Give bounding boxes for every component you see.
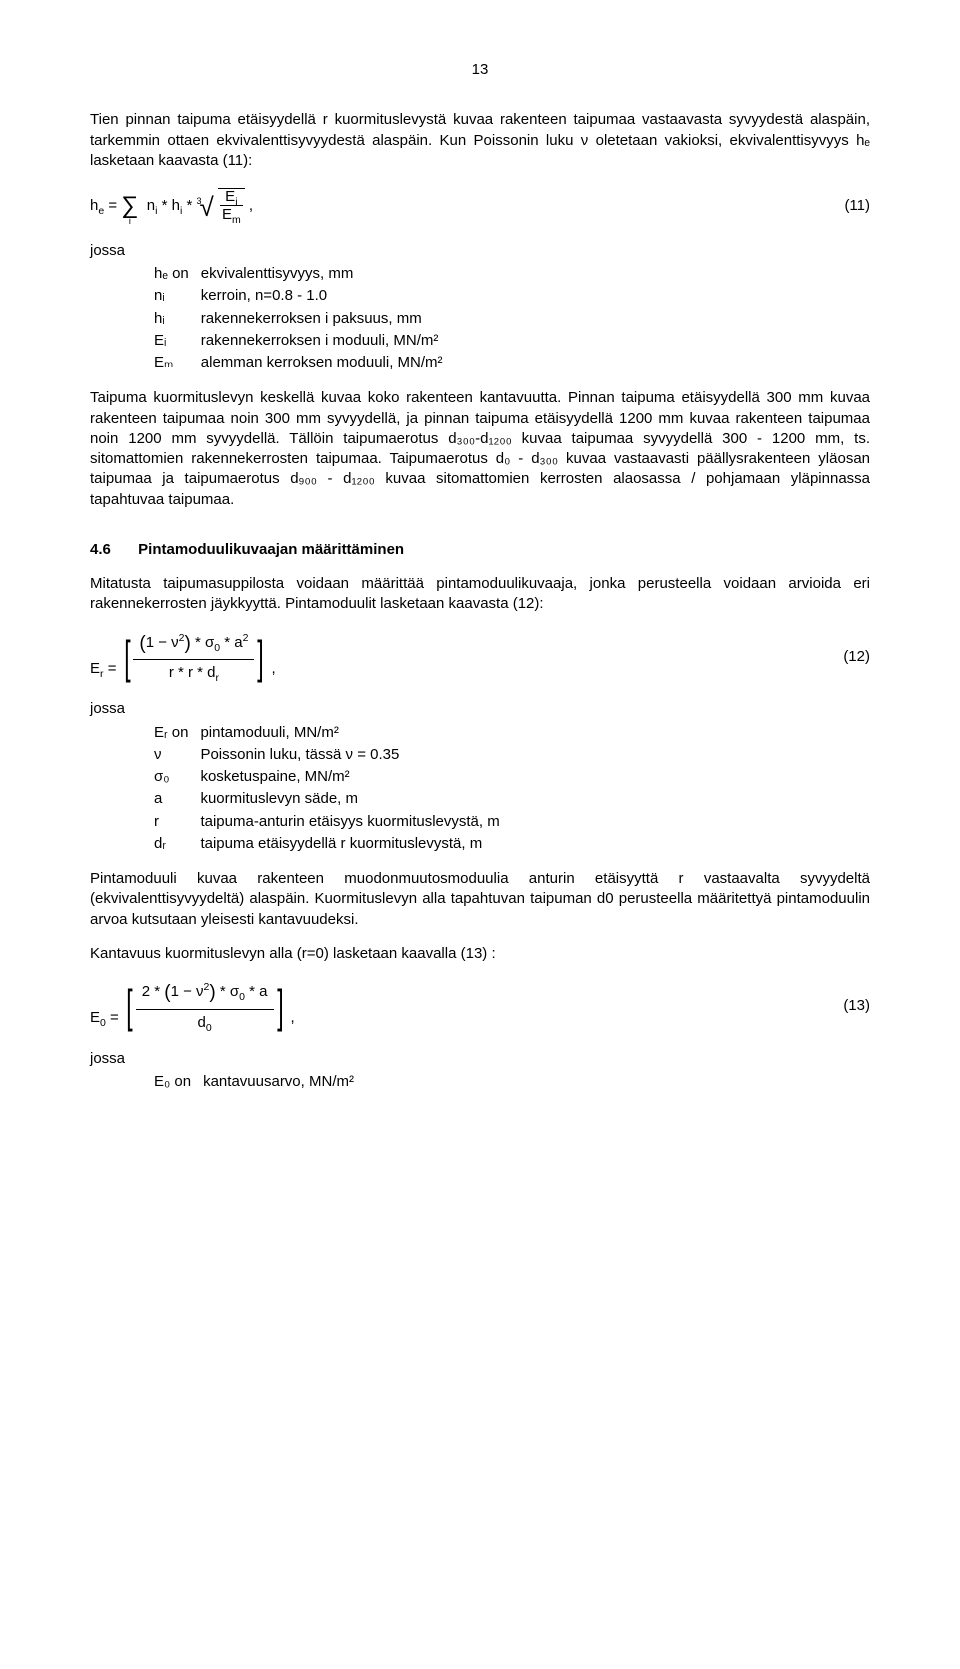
sigma-icon: ∑ i <box>121 187 138 225</box>
def-row: Eᵣ onpintamoduuli, MN/m² <box>150 722 504 744</box>
eq11-star2: * <box>186 197 196 214</box>
pinta-paragraph: Pintamoduuli kuvaa rakenteen muodonmuuto… <box>90 869 870 930</box>
eq11-h: h <box>172 197 180 214</box>
def-row: akuormituslevyn säde, m <box>150 788 504 810</box>
defs-lead: jossa <box>90 699 870 719</box>
def-row: Eₘalemman kerroksen moduuli, MN/m² <box>150 352 447 374</box>
taipuma-paragraph: Taipuma kuormituslevyn keskellä kuvaa ko… <box>90 388 870 510</box>
eq12-number: (12) <box>823 647 870 667</box>
defs-lead: jossa <box>90 241 870 261</box>
definitions-13: jossa E₀ onkantavuusarvo, MN/m² <box>90 1049 870 1094</box>
eq12-bracket: [ ((1 − ν²) * σ₀ * a²1 − ν2) * σ0 * a2 r… <box>121 631 268 684</box>
eq11-n: n <box>147 197 155 214</box>
eq12-lhs: E <box>90 660 100 677</box>
eq12-tail: , <box>271 660 275 677</box>
eq11-frac: Ei Em <box>220 189 243 222</box>
def-row: nᵢkerroin, n=0.8 - 1.0 <box>150 285 447 307</box>
eq11-star1: * <box>162 197 172 214</box>
page-number: 13 <box>90 60 870 80</box>
def-row: hᵢrakennekerroksen i paksuus, mm <box>150 308 447 330</box>
section-4-6-heading: 4.6 Pintamoduulikuvaajan määrittäminen <box>90 540 870 560</box>
eq13-bracket: [ 2 * (2 * (1 − ν²) * σ₀ * a1 − ν2) * σ0… <box>123 980 286 1033</box>
kanta-paragraph: Kantavuus kuormituslevyn alla (r=0) lask… <box>90 944 870 964</box>
def-row: σ₀kosketuspaine, MN/m² <box>150 766 504 788</box>
eq13-number: (13) <box>823 996 870 1016</box>
equation-12: Er = [ ((1 − ν²) * σ₀ * a²1 − ν2) * σ0 *… <box>90 631 870 684</box>
eq13-equals: = <box>110 1009 123 1026</box>
eq12-lhs-sub: r <box>100 668 104 680</box>
cube-root-icon: 3 √ <box>197 194 214 220</box>
def-row: νPoissonin luku, tässä ν = 0.35 <box>150 744 504 766</box>
intro-paragraph: Tien pinnan taipuma etäisyydellä r kuorm… <box>90 110 870 171</box>
eq11-n-sub: i <box>155 205 157 217</box>
eq12-equals: = <box>108 660 121 677</box>
section-number: 4.6 <box>90 540 134 560</box>
equation-11: he = ∑ i ni * hi * 3 √ Ei Em , (11) <box>90 187 870 225</box>
def-row: rtaipuma-anturin etäisyys kuormituslevys… <box>150 811 504 833</box>
eq11-tail: , <box>249 197 253 214</box>
definitions-12: jossa Eᵣ onpintamoduuli, MN/m² νPoissoni… <box>90 699 870 855</box>
section-title: Pintamoduulikuvaajan määrittäminen <box>138 541 404 558</box>
eq11-h-sub: i <box>180 205 182 217</box>
defs-lead: jossa <box>90 1049 870 1069</box>
eq11-equals: = <box>108 197 121 214</box>
eq11-lhs-sub: e <box>98 205 104 217</box>
section-4-6-paragraph: Mitatusta taipumasuppilosta voidaan määr… <box>90 574 870 615</box>
def-row: Eᵢrakennekerroksen i moduuli, MN/m² <box>150 330 447 352</box>
def-row: dᵣtaipuma etäisyydellä r kuormituslevyst… <box>150 833 504 855</box>
eq13-lhs: E <box>90 1009 100 1026</box>
def-row: E₀ onkantavuusarvo, MN/m² <box>150 1071 358 1093</box>
eq13-lhs-sub: 0 <box>100 1017 106 1029</box>
definitions-11: jossa hₑ onekvivalenttisyvyys, mm nᵢkerr… <box>90 241 870 375</box>
def-row: hₑ onekvivalenttisyvyys, mm <box>150 263 447 285</box>
eq11-number: (11) <box>824 196 870 216</box>
eq13-tail: , <box>290 1009 294 1026</box>
equation-13: E0 = [ 2 * (2 * (1 − ν²) * σ₀ * a1 − ν2)… <box>90 980 870 1033</box>
